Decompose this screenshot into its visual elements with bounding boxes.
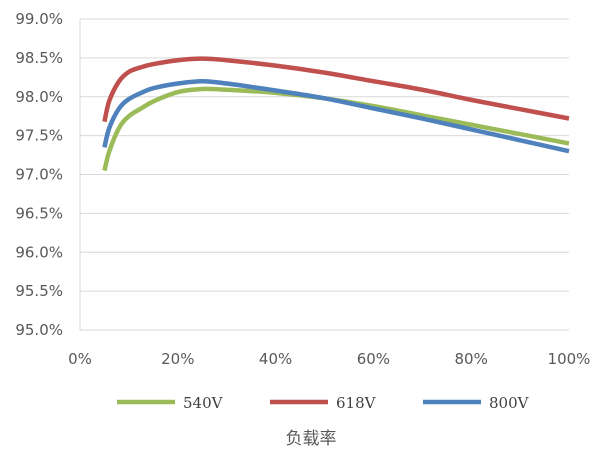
- series-line-800V: [102, 78, 570, 154]
- x-axis-tick-labels: 0% 20% 40% 60% 80% 100%: [68, 350, 590, 368]
- y-tick-label: 96.5%: [15, 204, 63, 222]
- x-tick-label: 80%: [455, 350, 488, 368]
- y-tick-label: 95.5%: [15, 282, 63, 300]
- series-line-618V: [102, 56, 570, 123]
- y-tick-label: 97.0%: [15, 166, 63, 184]
- legend: 540V 618V 800V: [117, 394, 530, 412]
- y-tick-label: 99.0%: [15, 10, 63, 28]
- legend-label-618V: 618V: [336, 394, 377, 412]
- legend-label-800V: 800V: [489, 394, 530, 412]
- series-line-540V: [102, 86, 570, 172]
- y-tick-label: 98.5%: [15, 49, 63, 67]
- series-lines: [102, 56, 570, 172]
- legend-label-540V: 540V: [183, 394, 224, 412]
- x-tick-label: 0%: [68, 350, 92, 368]
- x-tick-label: 20%: [161, 350, 194, 368]
- x-tick-label: 60%: [357, 350, 390, 368]
- y-tick-label: 98.0%: [15, 88, 63, 106]
- y-tick-label: 96.0%: [15, 243, 63, 261]
- x-tick-label: 100%: [548, 350, 591, 368]
- y-axis-tick-labels: 95.0% 95.5% 96.0% 96.5% 97.0% 97.5% 98.0% 98.5%…: [15, 10, 63, 339]
- x-axis-label: 负载率: [286, 429, 337, 449]
- x-tick-label: 40%: [259, 350, 292, 368]
- y-tick-label: 97.5%: [15, 127, 63, 145]
- y-tick-label: 95.0%: [15, 321, 63, 339]
